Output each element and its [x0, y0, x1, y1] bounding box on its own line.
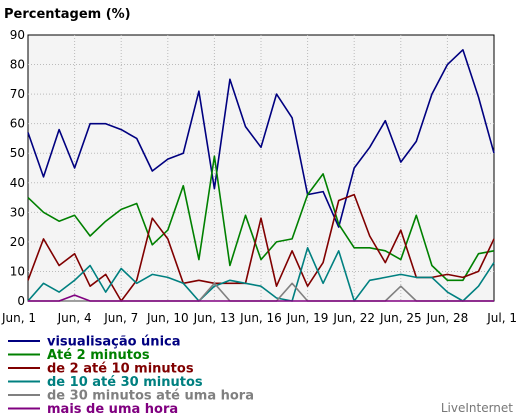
y-tick-label: 0 — [17, 294, 25, 308]
x-tick-label: Jun, 22 — [332, 311, 375, 325]
y-tick-label: 70 — [10, 87, 25, 101]
series-line — [28, 294, 494, 302]
x-tick-label: Jun, 16 — [239, 311, 282, 325]
x-tick-label: Jun, 10 — [146, 311, 189, 325]
y-tick-label: 10 — [10, 264, 25, 278]
y-axis: 0 10 20 30 40 50 60 70 80 90 — [10, 28, 25, 308]
x-tick-label: Jun, 1 — [1, 311, 36, 325]
legend-label: mais de uma hora — [47, 402, 178, 417]
y-tick-label: 20 — [10, 235, 25, 249]
x-axis: Jun, 1 Jun, 4 Jun, 7 Jun, 10 Jun, 13 Jun, 16 J… — [1, 311, 517, 325]
x-tick-label: Jun, 19 — [286, 311, 329, 325]
x-tick-label: Jun, 28 — [426, 311, 469, 325]
x-tick-label: Jun, 7 — [103, 311, 138, 325]
y-tick-label: 40 — [10, 176, 25, 190]
series-line — [27, 247, 495, 302]
series-line — [27, 155, 495, 282]
x-tick-label: Jun, 25 — [379, 311, 422, 325]
legend-label: de 2 até 10 minutos — [47, 362, 194, 377]
brand-label: LiveInternet — [441, 401, 513, 415]
legend-label: de 30 minutos até uma hora — [47, 389, 254, 404]
x-tick-label: Jun, 13 — [193, 311, 236, 325]
x-tick-label: Jul, 1 — [486, 311, 517, 325]
y-tick-label: 30 — [10, 205, 25, 219]
legend-label: Até 2 minutos — [47, 348, 150, 363]
legend-label: visualisação única — [47, 335, 181, 350]
y-tick-label: 50 — [10, 146, 25, 160]
x-tick-label: Jun, 4 — [57, 311, 92, 325]
legend-label: de 10 até 30 minutos — [47, 375, 203, 390]
chart-title: Percentagem (%) — [4, 7, 131, 22]
y-tick-label: 60 — [10, 117, 25, 131]
series-lines — [27, 48, 495, 302]
series-line — [27, 48, 495, 228]
y-tick-label: 80 — [10, 58, 25, 72]
y-tick-label: 90 — [10, 28, 25, 42]
